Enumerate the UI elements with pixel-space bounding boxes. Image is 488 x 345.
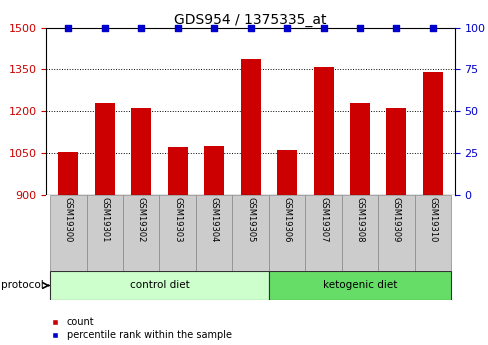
Point: [101, 25, 108, 30]
Text: GSM19308: GSM19308: [355, 197, 364, 243]
Bar: [123, 195, 159, 271]
Text: GSM19307: GSM19307: [318, 197, 327, 243]
Bar: [240, 59, 260, 345]
Text: GSM19300: GSM19300: [64, 197, 73, 243]
Point: [173, 25, 181, 30]
Point: [246, 25, 254, 30]
Text: protocol: protocol: [1, 280, 44, 290]
Text: GSM19305: GSM19305: [245, 197, 255, 243]
Bar: [377, 195, 414, 271]
Bar: [349, 103, 369, 345]
Point: [355, 25, 363, 30]
Text: GSM19306: GSM19306: [282, 197, 291, 243]
Bar: [268, 271, 450, 300]
Point: [428, 25, 436, 30]
Bar: [313, 67, 333, 345]
Text: GSM19310: GSM19310: [427, 197, 436, 243]
Text: GSM19301: GSM19301: [100, 197, 109, 243]
Title: GDS954 / 1375335_at: GDS954 / 1375335_at: [174, 12, 326, 27]
Bar: [341, 195, 377, 271]
Point: [210, 25, 218, 30]
Bar: [203, 146, 224, 345]
Bar: [159, 195, 196, 271]
Bar: [131, 108, 151, 345]
Point: [64, 25, 72, 30]
Bar: [268, 195, 305, 271]
Bar: [50, 195, 86, 271]
Bar: [50, 271, 268, 300]
Point: [319, 25, 327, 30]
Bar: [196, 195, 232, 271]
Bar: [58, 152, 78, 345]
Bar: [167, 147, 187, 345]
Bar: [422, 72, 442, 345]
Text: control diet: control diet: [129, 280, 189, 290]
Text: GSM19302: GSM19302: [137, 197, 145, 243]
Text: ketogenic diet: ketogenic diet: [322, 280, 396, 290]
Text: GSM19303: GSM19303: [173, 197, 182, 243]
Bar: [86, 195, 123, 271]
Text: GSM19309: GSM19309: [391, 197, 400, 243]
Legend: count, percentile rank within the sample: count, percentile rank within the sample: [51, 317, 231, 340]
Point: [283, 25, 290, 30]
Point: [392, 25, 400, 30]
Bar: [232, 195, 268, 271]
Bar: [414, 195, 450, 271]
Bar: [305, 195, 341, 271]
Bar: [95, 103, 115, 345]
Point: [137, 25, 145, 30]
Bar: [277, 150, 297, 345]
Bar: [386, 108, 406, 345]
Text: GSM19304: GSM19304: [209, 197, 218, 243]
